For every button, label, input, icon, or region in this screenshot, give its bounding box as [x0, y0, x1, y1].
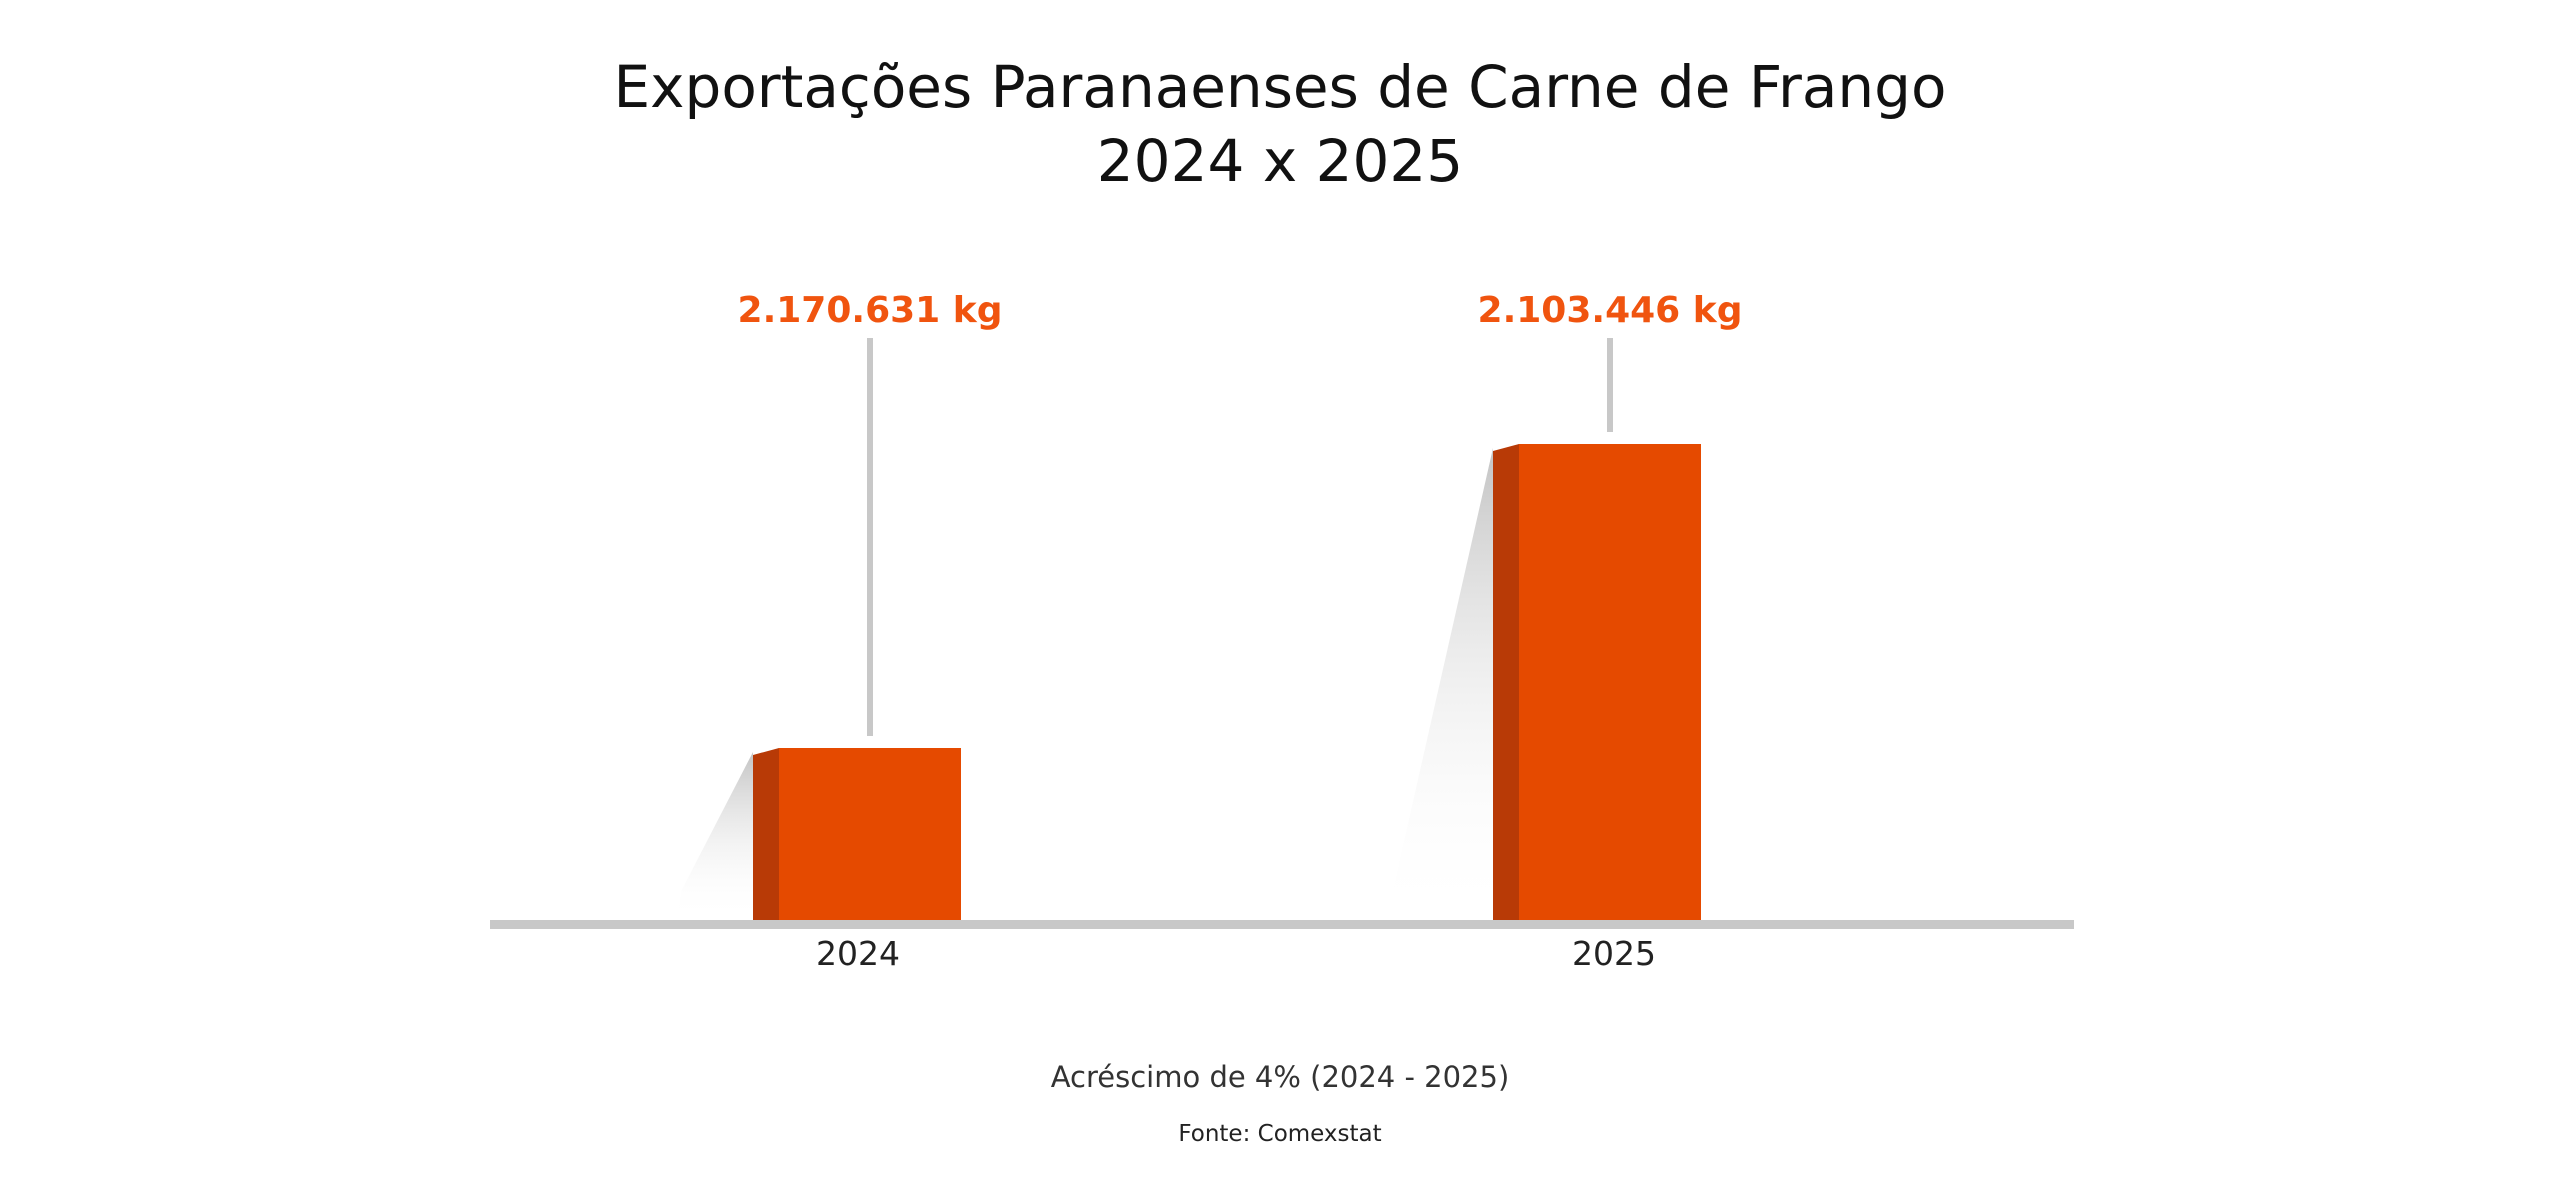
bar-side-2025 — [1493, 444, 1519, 920]
bar-shadow-2025 — [1388, 448, 1493, 920]
x-tick-label-2024: 2024 — [816, 934, 900, 973]
bar-2025 — [1519, 444, 1701, 920]
chart-source: Fonte: Comexstat — [1178, 1121, 1381, 1147]
plot-area: 2.170.631 kg 2024 2.103.446 kg 2025 — [490, 290, 2074, 973]
value-label-2025: 2.103.446 kg — [1478, 290, 1743, 331]
chart-note: Acréscimo de 4% (2024 - 2025) — [1051, 1060, 1510, 1094]
chart-title-line-2: 2024 x 2025 — [1097, 127, 1463, 195]
chart-title-line-1: Exportações Paranaenses de Carne de Fran… — [614, 53, 1947, 121]
bar-shadow-2024 — [676, 752, 753, 920]
x-axis-baseline — [490, 920, 2074, 929]
bar-side-2024 — [753, 748, 779, 920]
value-label-2024: 2.170.631 kg — [738, 290, 1003, 331]
bar-2024 — [779, 748, 961, 920]
x-tick-label-2025: 2025 — [1572, 934, 1656, 973]
